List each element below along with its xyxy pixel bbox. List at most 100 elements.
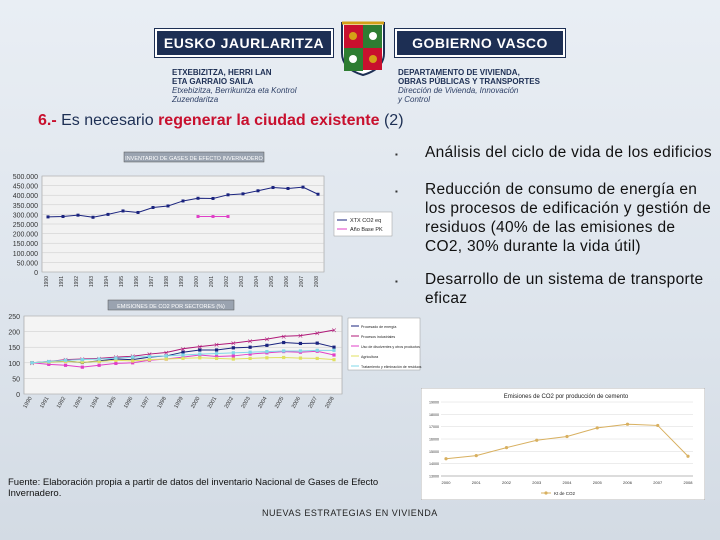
- series-point-sector: [265, 356, 269, 360]
- logo-bar: EUSKO JAURLARITZA GOBIERNO VASCO: [154, 21, 566, 77]
- series-point-sector: [80, 358, 84, 362]
- series-point-sector: [131, 359, 135, 363]
- chart-title-box: [123, 151, 265, 163]
- series-point-sector: [298, 356, 303, 360]
- dept-right-line: y Control: [398, 95, 431, 104]
- series-point-ghg: [301, 185, 305, 189]
- x-tick-label: 2002: [502, 480, 512, 485]
- series-point-sector: ×: [214, 341, 220, 349]
- series-point-sector: [214, 354, 219, 359]
- chart-title: Emisiones de CO2 por producción de cemen…: [504, 394, 629, 400]
- series-point-sector: [198, 352, 202, 356]
- series-point-sector: [248, 356, 252, 361]
- department-left: ETXEBIZITZA, HERRI LAN ETA GARRAIO SAILA…: [172, 68, 322, 104]
- x-tick-label: 1997: [149, 276, 155, 287]
- x-tick-label: 1990: [22, 396, 33, 410]
- department-right: DEPARTAMENTO DE VIVIENDA, OBRAS PÚBLICAS…: [398, 68, 568, 104]
- x-tick-label: 2000: [194, 276, 200, 287]
- legend-label: Procesado de energía: [361, 325, 396, 329]
- x-tick-label: 2004: [257, 396, 268, 410]
- series-point-sector: ×: [180, 345, 186, 353]
- legend-label: Uso de disolventes y otros productos: [361, 345, 420, 349]
- bullet-list: ▪ Análisis del ciclo de vida de los edifi…: [395, 143, 717, 308]
- series-point-ghg: [256, 189, 260, 193]
- bullet-item: ▪ Análisis del ciclo de vida de los edifi…: [395, 143, 717, 162]
- series-point-sector: [114, 361, 118, 366]
- x-tick-label: 2006: [623, 480, 633, 485]
- series-point-sector: [315, 348, 319, 352]
- y-tick-label: 100.000: [13, 251, 38, 258]
- series-point-cement: [595, 426, 599, 430]
- series-point-sector: [248, 345, 252, 349]
- y-tick-label: 15000: [429, 450, 439, 454]
- series-point-sector: [80, 365, 84, 369]
- chart-title-box: [107, 299, 235, 311]
- x-tick-label: 2006: [284, 276, 290, 287]
- x-tick-label: 1990: [44, 276, 50, 287]
- y-tick-label: 250.000: [13, 222, 38, 229]
- series-point-sector: [282, 340, 286, 345]
- logo-eusko-jaurlaritza: EUSKO JAURLARITZA: [154, 28, 334, 58]
- x-tick-label: 1994: [104, 276, 110, 287]
- legend-box: [333, 211, 393, 237]
- dept-left-line: Etxebizitza, Berrikuntza eta Kontrol: [172, 86, 297, 95]
- chart-title: INVENTARIO DE GASES DE EFECTO INVERNADER…: [125, 156, 263, 162]
- series-point-sector: [332, 348, 336, 352]
- series-point-cement: [686, 454, 690, 458]
- series-point-sector: [114, 358, 118, 362]
- x-tick-label: 1991: [39, 396, 50, 410]
- series-point-sector: [114, 356, 118, 360]
- x-tick-label: 1995: [106, 396, 117, 410]
- x-tick-label: 2005: [269, 276, 275, 287]
- x-tick-label: 2001: [209, 276, 215, 287]
- chart-co2-sectors: EMISIONES DE CO2 POR SECTORES (%) 0 50 100 1…: [2, 298, 422, 428]
- dept-left-line: Zuzendaritza: [172, 95, 219, 104]
- series-point-sector: [181, 350, 185, 354]
- series-point-ghg: [241, 192, 245, 196]
- y-tick-label: 50.000: [17, 260, 39, 267]
- series-point-sector: [298, 349, 303, 353]
- x-tick-label: 2004: [563, 480, 573, 485]
- series-point-sector: [63, 358, 68, 362]
- series-point-sector: ×: [298, 332, 304, 340]
- series-point-sector: [214, 348, 219, 352]
- x-tick-label: 1998: [157, 396, 168, 410]
- series-point-sector: [282, 355, 286, 360]
- series-point-sector: [80, 360, 84, 364]
- series-point-sector: ×: [197, 343, 203, 351]
- series-point-sector: [63, 363, 68, 367]
- series-point-sector: [198, 356, 202, 360]
- series-point-sector: ×: [163, 349, 169, 357]
- bullet-square-icon: ▪: [395, 187, 399, 196]
- y-tick-label: 14000: [429, 462, 439, 466]
- title-plain: Es necesario: [61, 112, 154, 129]
- x-tick-label: 1999: [179, 276, 185, 287]
- x-tick-label: 2000: [442, 480, 452, 485]
- chart-ghg-inventory: INVENTARIO DE GASES DE EFECTO INVERNADER…: [2, 150, 394, 298]
- series-point-sector: [248, 350, 252, 354]
- x-tick-label: 1999: [173, 396, 184, 410]
- x-tick-label: 2008: [314, 276, 320, 287]
- y-tick-label: 150: [8, 345, 20, 352]
- series-point-sector: [147, 354, 152, 359]
- series-point-sector: [214, 356, 219, 361]
- bullet-text: Desarrollo de un sistema de transporte e…: [425, 271, 704, 307]
- x-tick-label: 1994: [90, 396, 101, 410]
- title-suffix: (2): [383, 112, 404, 129]
- series-point-cement: [474, 454, 478, 458]
- series-point-sector: [181, 353, 185, 357]
- series-point-sector: [47, 359, 51, 364]
- x-tick-label: 2003: [532, 480, 542, 485]
- series-point-sector: ×: [230, 340, 236, 348]
- x-tick-label: 1997: [140, 396, 151, 410]
- series-point-ghg: [316, 192, 320, 196]
- series-point-sector: [231, 357, 235, 361]
- x-tick-label: 2008: [324, 396, 335, 410]
- series-point-sector: [47, 362, 51, 366]
- dept-left-line: ETXEBIZITZA, HERRI LAN: [172, 68, 272, 77]
- y-tick-label: 18000: [429, 413, 439, 417]
- legend-label: Procesos industriales: [361, 335, 395, 339]
- x-tick-label: 2005: [593, 480, 603, 485]
- series-point-sector: [265, 349, 269, 354]
- y-tick-label: 500.000: [13, 174, 38, 181]
